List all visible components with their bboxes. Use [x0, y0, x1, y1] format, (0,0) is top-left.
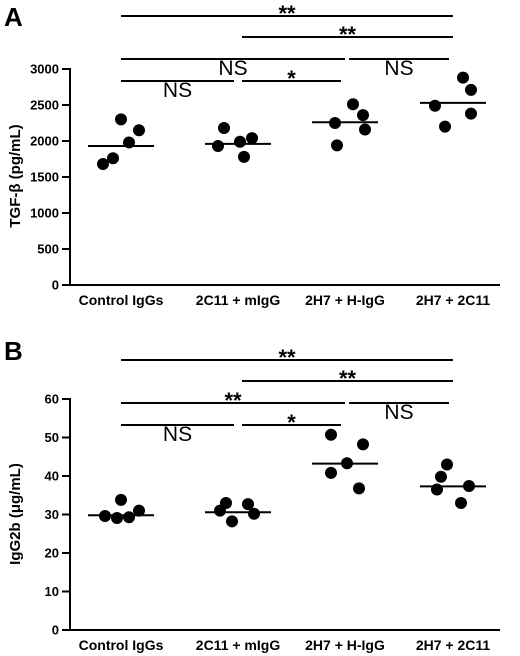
panel-b-data-point: [226, 515, 238, 528]
panel-a-y-tick-label: 1500: [30, 170, 59, 185]
panel-a-category-label: 2H7 + H-IgG: [305, 292, 385, 308]
panel-b-category-label: 2C11 + mIgG: [196, 637, 281, 653]
panel-b: IgG2b (μg/mL) 0 10 20 30 40 50 60 Control IgGs…: [7, 345, 500, 653]
panel-a-significance: ** ** NS NS NS *: [121, 1, 453, 102]
panel-b-y-tick-label: 40: [45, 469, 59, 484]
panel-b-y-tick-label: 60: [45, 392, 59, 407]
panel-b-data-point: [123, 511, 135, 524]
panel-b-data-point: [431, 483, 443, 496]
panel-a-category-label: Control IgGs: [79, 292, 164, 308]
panel-a-y-tick-label: 3000: [30, 62, 59, 77]
panel-a-y-tick-label: 2000: [30, 134, 59, 149]
panel-b-y-label: IgG2b (μg/mL): [7, 463, 24, 565]
panel-a-data-point: [439, 120, 451, 133]
panel-a: TGF-β (pg/mL) 0 500 1000 1500 2000 2500 3000 C…: [7, 1, 500, 308]
panel-b-significance: ** ** ** NS NS *: [121, 345, 453, 446]
panel-b-y-tick-label: 20: [45, 546, 59, 561]
panel-b-comparison-label: **: [224, 388, 242, 413]
panel-b-letter: B: [4, 336, 23, 366]
panel-a-data-point: [357, 109, 369, 122]
panel-a-comparison-label: *: [287, 66, 296, 91]
panel-a-data-point: [115, 113, 127, 126]
panel-b-data-point: [133, 504, 145, 517]
panel-b-data-point: [357, 438, 369, 451]
panel-a-data-point: [331, 139, 343, 152]
panel-a-data-point: [465, 107, 477, 120]
panel-b-comparison-label: **: [278, 345, 296, 370]
panel-b-data-point: [325, 466, 337, 479]
panel-a-y-tick-label: 0: [52, 278, 59, 293]
panel-a-letter: A: [4, 2, 23, 32]
panel-a-comparison-label: **: [278, 1, 296, 26]
panel-a-data-point: [218, 122, 230, 135]
panel-b-data-point: [248, 507, 260, 520]
panel-b-data-point: [435, 470, 447, 483]
panel-b-data-point: [242, 498, 254, 511]
panel-b-y-tick-label: 0: [52, 623, 59, 638]
panel-b-category-label: 2H7 + H-IgG: [305, 637, 385, 653]
panel-a-category-label: 2C11 + mIgG: [196, 292, 281, 308]
panel-a-comparison-label: NS: [163, 79, 192, 102]
panel-b-data-point: [115, 493, 127, 506]
panel-b-y-tick-label: 10: [45, 584, 59, 599]
panel-b-category-label: 2H7 + 2C11: [416, 637, 491, 653]
panel-a-comparison-label: NS: [218, 57, 247, 80]
panel-a-comparison-label: **: [339, 22, 357, 47]
panel-a-data-point: [359, 123, 371, 136]
panel-a-data-point: [238, 150, 250, 163]
panel-a-data-point: [107, 152, 119, 165]
panel-b-data-point: [111, 511, 123, 524]
panel-b-y-tick-label: 30: [45, 507, 59, 522]
panel-a-y-tick-label: 1000: [30, 206, 59, 221]
panel-b-comparison-label: *: [287, 410, 296, 435]
panel-a-data-point: [234, 135, 246, 148]
panel-b-data-point: [214, 504, 226, 517]
panel-a-data-point: [212, 140, 224, 153]
panel-b-data-point: [441, 458, 453, 471]
panel-b-points: [88, 428, 486, 528]
panel-a-y-tick-label: 500: [37, 242, 59, 257]
panel-b-comparison-label: **: [339, 366, 357, 391]
panel-b-category-label: Control IgGs: [79, 637, 164, 653]
panel-a-data-point: [246, 132, 258, 145]
panel-a-category-label: 2H7 + 2C11: [416, 292, 491, 308]
panel-a-data-point: [457, 71, 469, 84]
panel-a-data-point: [347, 98, 359, 111]
panel-b-data-point: [455, 496, 467, 509]
panel-a-comparison-label: NS: [384, 57, 413, 80]
panel-b-comparison-label: NS: [163, 423, 192, 446]
panel-a-y-label: TGF-β (pg/mL): [7, 124, 24, 227]
panel-a-data-point: [133, 124, 145, 137]
panel-b-data-point: [353, 482, 365, 495]
panel-a-data-point: [97, 158, 109, 171]
panel-b-categories: Control IgGs 2C11 + mIgG 2H7 + H-IgG 2H7 + …: [79, 637, 491, 653]
panel-b-y-ticks: 0 10 20 30 40 50 60: [45, 392, 70, 638]
panel-b-y-tick-label: 50: [45, 430, 59, 445]
panel-b-comparison-label: NS: [384, 401, 413, 424]
panel-a-points: [88, 71, 486, 171]
panel-a-data-point: [429, 99, 441, 112]
panel-a-y-tick-label: 2500: [30, 98, 59, 113]
panel-a-categories: Control IgGs 2C11 + mIgG 2H7 + H-IgG 2H7 + …: [79, 292, 491, 308]
panel-a-y-ticks: 0 500 1000 1500 2000 2500 3000: [30, 62, 70, 293]
panel-a-data-point: [465, 83, 477, 96]
panel-b-data-point: [325, 428, 337, 441]
